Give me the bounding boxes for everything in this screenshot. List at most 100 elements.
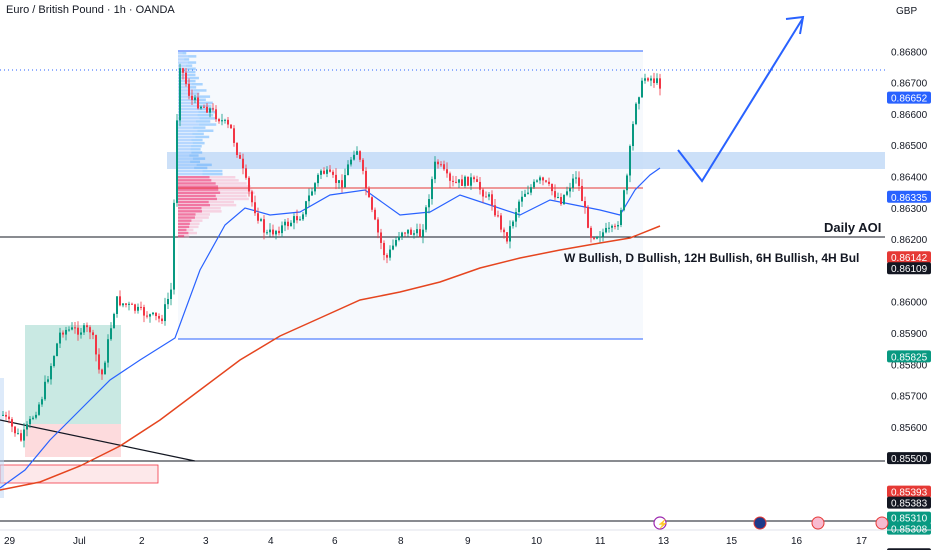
candle-body <box>236 142 238 156</box>
projection-arrow[interactable] <box>677 17 804 183</box>
candle-body <box>410 229 412 235</box>
time-tick-label: 15 <box>726 536 738 547</box>
volume-bar <box>182 52 187 55</box>
candle-body <box>473 177 475 180</box>
candle-body <box>431 179 433 200</box>
candle-body <box>419 229 421 237</box>
volume-bar <box>196 163 212 167</box>
candle-body <box>287 221 289 227</box>
volume-bar <box>178 101 198 105</box>
candle-body <box>26 424 28 430</box>
candle-body <box>548 181 550 184</box>
candle-body <box>197 97 199 109</box>
ema-slow-line <box>0 225 661 491</box>
volume-bar <box>197 101 213 105</box>
volume-bar <box>178 191 221 194</box>
price-tag-label: 0.85383 <box>891 499 928 510</box>
price-tag-label: 0.85310 <box>891 514 928 525</box>
candle-body <box>230 124 232 129</box>
demand-zone-box[interactable] <box>167 152 885 169</box>
volume-bar <box>218 188 252 191</box>
candle-body <box>80 332 82 335</box>
candle-body <box>452 180 454 182</box>
candle-body <box>5 414 7 417</box>
price-tick-label: 0.86600 <box>891 110 928 121</box>
candle-body <box>536 180 538 182</box>
candle-body <box>212 108 214 110</box>
price-tick-label: 0.85900 <box>891 329 928 340</box>
price-tag-label: 0.85500 <box>891 454 928 465</box>
price-tag-label: 0.85825 <box>891 352 928 363</box>
price-tag <box>887 522 931 535</box>
candle-body <box>17 433 19 435</box>
candle-body <box>563 194 565 205</box>
volume-bar <box>193 98 206 101</box>
candle-body <box>248 177 250 192</box>
candle-body <box>50 366 52 380</box>
volume-profile <box>178 52 255 238</box>
candle-body <box>107 339 109 363</box>
candle-body <box>176 120 178 203</box>
candle-body <box>500 215 502 230</box>
price-tag <box>887 251 931 264</box>
price-tick-label: 0.86300 <box>891 204 928 215</box>
candle-body <box>323 170 325 174</box>
candle-body <box>29 418 31 425</box>
volume-bar <box>178 203 211 207</box>
candle-body <box>437 161 439 165</box>
candle-body <box>218 119 220 122</box>
volume-bar <box>191 151 203 154</box>
candle-body <box>476 179 478 182</box>
candle-body <box>539 177 541 181</box>
red-zone-left[interactable] <box>0 464 159 484</box>
volume-bar <box>178 148 191 151</box>
candle-body <box>11 419 13 427</box>
volume-bar <box>178 176 210 179</box>
price-tag <box>887 262 931 275</box>
volume-bar <box>178 160 191 163</box>
volume-bar <box>218 185 251 188</box>
candle-body <box>659 78 661 89</box>
price-tag <box>887 91 931 104</box>
candle-body <box>2 414 4 416</box>
volume-bar <box>178 114 198 117</box>
economic-event-icon[interactable] <box>753 516 767 530</box>
time-tick-label: 11 <box>595 536 606 547</box>
candle-body <box>41 399 43 405</box>
time-tick-label: 13 <box>658 536 670 547</box>
volume-bar <box>201 207 221 210</box>
volume-bar <box>178 55 189 58</box>
blue-zone-left[interactable] <box>0 378 4 498</box>
volume-bar <box>195 213 210 216</box>
candle-body <box>653 78 655 83</box>
candle-body <box>311 191 313 196</box>
trend-line[interactable] <box>0 419 196 462</box>
candle-body <box>470 177 472 186</box>
candle-body <box>566 191 568 195</box>
volume-bar <box>210 203 237 207</box>
candle-body <box>125 303 127 305</box>
range-box[interactable] <box>178 51 643 339</box>
event-icons[interactable]: ⚡ <box>653 516 889 530</box>
flag-event-icon-2[interactable] <box>875 516 889 530</box>
candle-body <box>383 242 385 256</box>
lightning-event-icon[interactable] <box>653 516 667 530</box>
lightning-glyph: ⚡ <box>657 518 668 530</box>
time-tick-label: 17 <box>856 536 868 547</box>
time-axis-ticks[interactable]: 29 Jul 2 3 4 6 8 9 10 11 13 15 16 17 <box>4 536 868 547</box>
volume-bar <box>220 191 255 194</box>
volume-bar <box>187 79 196 83</box>
candle-body <box>626 175 628 191</box>
candle-body <box>188 83 190 96</box>
chart-title: Euro / British Pound · 1h · OANDA <box>6 4 175 16</box>
volume-bar <box>178 151 192 154</box>
candle-body <box>110 328 112 340</box>
volume-bar <box>178 210 202 213</box>
volume-bar <box>197 107 215 111</box>
flag-event-icon[interactable] <box>811 516 825 530</box>
candle-body <box>458 179 460 183</box>
volume-bar <box>192 132 204 136</box>
candle-body <box>32 417 34 419</box>
candle-body <box>407 229 409 234</box>
